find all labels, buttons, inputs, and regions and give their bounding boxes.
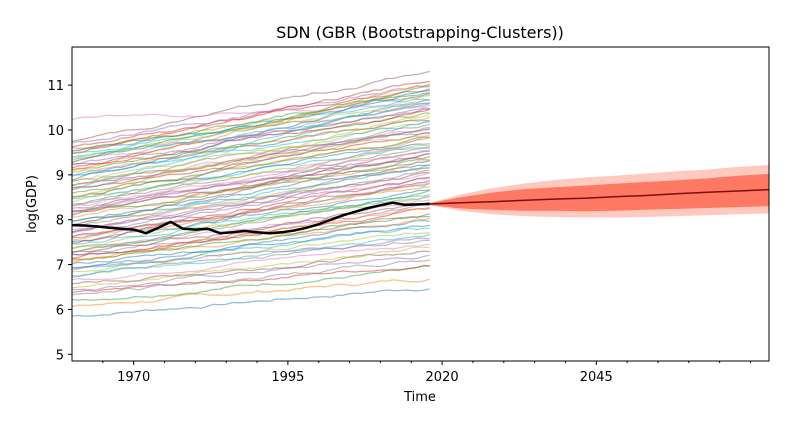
background-series-line <box>72 150 430 209</box>
background-series-line <box>72 149 430 207</box>
background-series-line <box>72 158 430 215</box>
background-series-line <box>72 216 430 261</box>
background-series-line <box>72 195 430 250</box>
background-series-line <box>72 70 430 143</box>
series-group <box>72 70 769 317</box>
forecast-median-line <box>429 188 769 205</box>
y-tick-label: 7 <box>56 259 64 274</box>
background-series-line <box>72 246 430 289</box>
background-series-line <box>72 164 430 222</box>
axes-frame <box>71 46 770 362</box>
background-series-line <box>72 116 431 173</box>
background-series-line <box>72 278 430 308</box>
background-series-line <box>72 265 430 301</box>
y-tick-label: 11 <box>47 79 64 94</box>
x-tick-label: 1995 <box>271 370 304 385</box>
background-series-line <box>72 243 430 281</box>
background-series-line <box>72 213 430 256</box>
x-axis-label: Time <box>403 390 436 405</box>
background-series-line <box>72 259 430 296</box>
background-series-line <box>72 88 430 181</box>
background-series-line <box>72 136 430 217</box>
background-series-line <box>72 177 430 234</box>
background-series-line <box>72 83 430 144</box>
background-series-line <box>72 264 430 293</box>
y-axis-label: log(GDP) <box>25 175 40 233</box>
y-tick-label: 8 <box>56 214 64 229</box>
background-series-line <box>72 233 430 279</box>
background-series-line <box>72 153 430 226</box>
background-series-line <box>72 220 430 269</box>
y-tick-label: 9 <box>56 169 64 184</box>
forecast-inner-band <box>429 173 769 212</box>
y-axis: 5 6 7 8 9 10 11 <box>47 79 72 363</box>
background-series-line <box>72 126 430 206</box>
background-series-line <box>72 114 430 198</box>
background-series-line <box>72 84 430 171</box>
background-series-line <box>72 99 430 158</box>
y-tick-label: 6 <box>56 303 64 318</box>
chart-title: SDN (GBR (Bootstrapping-Clusters)) <box>276 23 564 42</box>
x-tick-label: 1970 <box>117 370 150 385</box>
y-tick-label: 10 <box>47 124 64 139</box>
y-tick-label: 5 <box>56 348 64 363</box>
highlight-series-line <box>72 201 430 235</box>
background-series-line <box>72 203 430 256</box>
background-series-line <box>72 98 430 154</box>
background-series-line <box>72 288 430 317</box>
background-series-line <box>72 80 430 154</box>
background-series-line <box>72 176 430 238</box>
background-series-line <box>72 224 430 265</box>
background-series-line <box>72 237 430 271</box>
x-tick-label: 2045 <box>580 370 613 385</box>
background-series-line <box>72 103 430 159</box>
background-series-line <box>72 190 430 253</box>
background-series-line <box>72 102 430 121</box>
background-series-line <box>72 89 430 148</box>
background-series-line <box>72 134 430 186</box>
x-axis: 1970 1995 2020 2045 <box>102 361 751 385</box>
plot-area <box>72 70 769 317</box>
background-series-line <box>72 160 430 212</box>
background-series-line <box>72 136 430 194</box>
x-tick-label: 2020 <box>426 370 459 385</box>
background-series-line <box>72 180 430 244</box>
background-series-line <box>72 254 430 291</box>
background-series-line <box>72 166 430 233</box>
